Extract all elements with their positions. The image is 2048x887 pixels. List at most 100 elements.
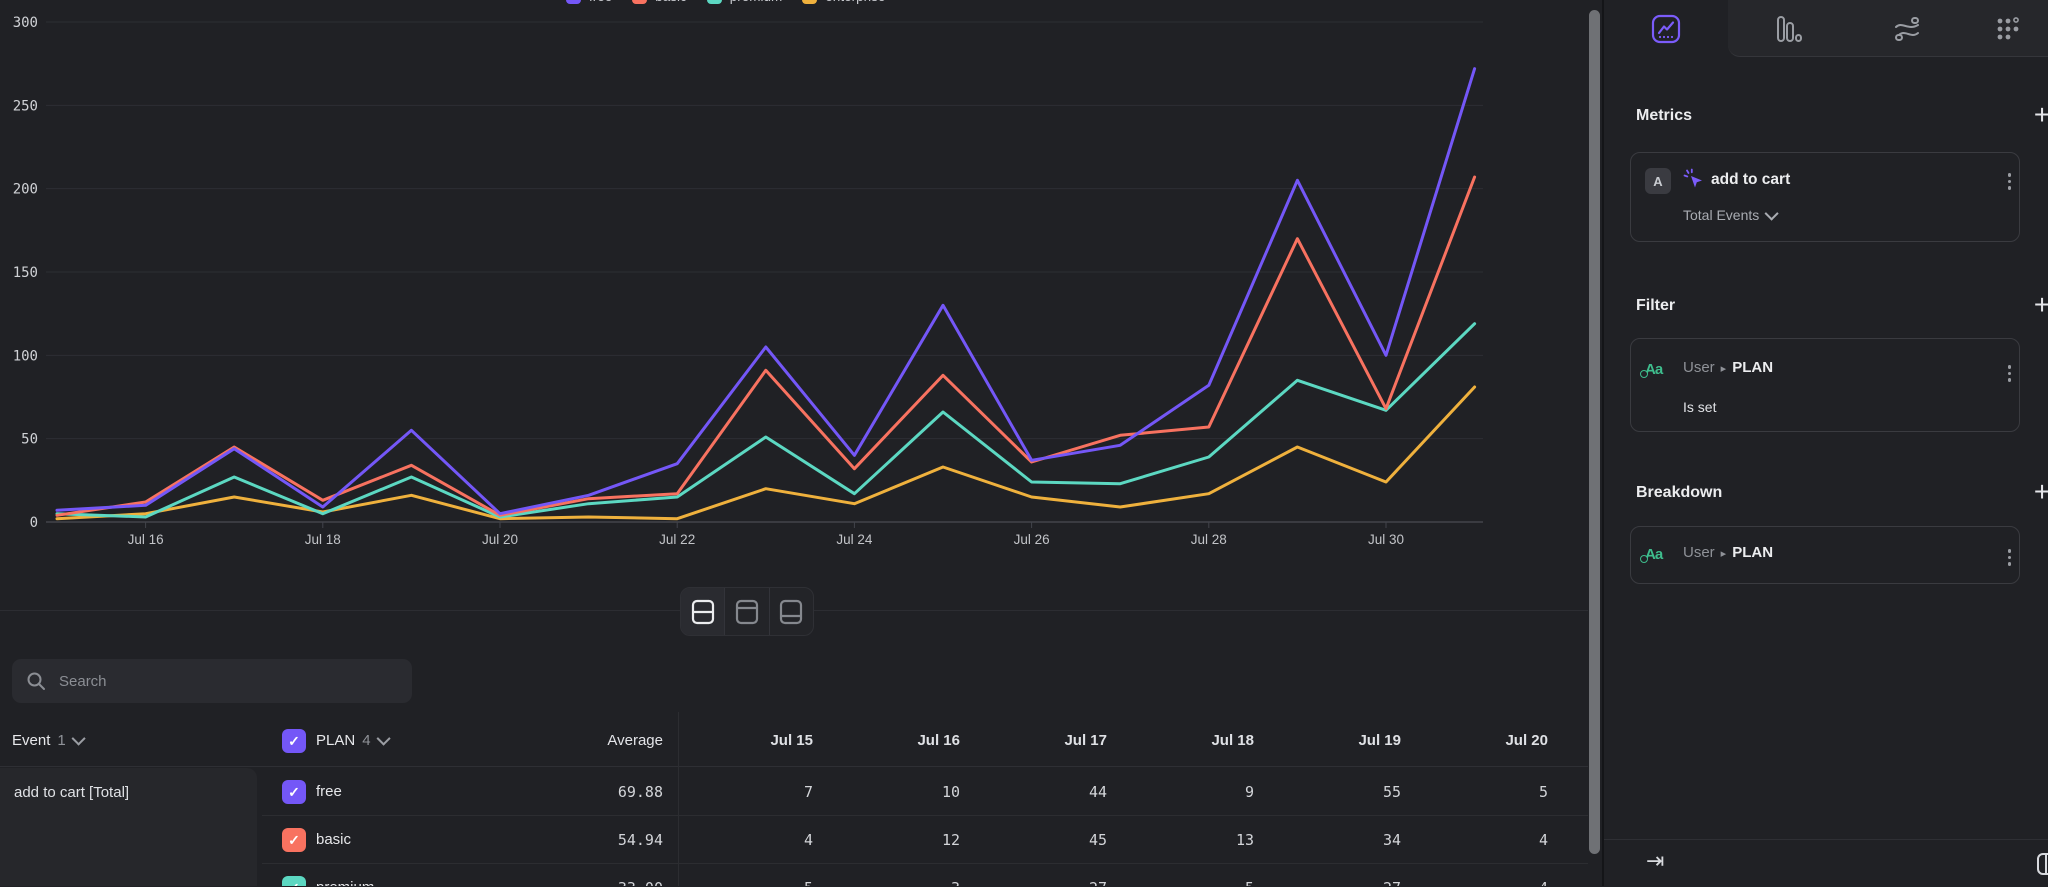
- metric-event-name: add to cart: [1711, 171, 1791, 188]
- tab-stream-chart[interactable]: [1847, 0, 1967, 57]
- stream-chart-icon: [1895, 16, 1919, 41]
- scrollbar-thumb[interactable]: [1589, 10, 1600, 854]
- series-line-enterprise[interactable]: [55, 385, 1477, 521]
- plan-column-header[interactable]: PLAN 4: [316, 731, 391, 750]
- x-axis-label: Jul 30: [1368, 532, 1404, 547]
- value-cell: 4: [1401, 879, 1548, 886]
- value-cell: 9: [1244, 783, 1254, 801]
- click-event-icon: [1683, 168, 1707, 197]
- event-header-label: Event: [12, 732, 51, 749]
- split-view-button[interactable]: [681, 588, 725, 635]
- date-column-header: Jul 17: [1064, 732, 1107, 749]
- value-cell: 4: [1538, 831, 1548, 849]
- tab-line-chart[interactable]: [1604, 0, 1728, 57]
- filter-property: PLAN: [1732, 359, 1774, 376]
- metric-measure-select[interactable]: Total Events: [1683, 206, 1779, 223]
- series-row-label: free: [316, 783, 342, 800]
- legend-item-enterprise[interactable]: enterprise: [802, 0, 885, 4]
- table-column-divider: [678, 712, 679, 886]
- main-content-area: freebasicpremiumenterprise 3002502001501…: [0, 0, 1588, 886]
- legend-swatch: [802, 0, 818, 4]
- breakdown-kebab-menu[interactable]: [2007, 549, 2011, 566]
- sidebar-footer: ⇥: [1604, 839, 2048, 887]
- date-column-header: Jul 19: [1358, 732, 1401, 749]
- search-icon: [26, 671, 46, 691]
- value-cell: 4: [803, 831, 813, 849]
- table-view-button[interactable]: [768, 588, 813, 635]
- legend-item-free[interactable]: free: [566, 0, 612, 4]
- breakdown-card[interactable]: Aa User ▸ PLAN: [1630, 526, 2020, 584]
- value-cell: 34: [1382, 831, 1401, 849]
- series-checkbox-premium[interactable]: ✓: [282, 876, 306, 886]
- breakdown-heading: Breakdown: [1636, 484, 1723, 501]
- event-cell-panel[interactable]: add to cart [Total]: [0, 768, 257, 886]
- add-breakdown-button[interactable]: +: [2033, 476, 2048, 507]
- legend-item-basic[interactable]: basic: [632, 0, 687, 4]
- collapse-sidebar-icon[interactable]: ⇥: [1646, 848, 1665, 873]
- series-line-basic[interactable]: [55, 175, 1477, 517]
- tab-bar-chart[interactable]: [1728, 0, 1847, 57]
- line-chart: 300 250 200 150 100 50 0 Jul 16 Jul 18 Jul 20 Jul …: [13, 15, 1483, 547]
- x-axis-label: Jul 28: [1191, 532, 1227, 547]
- add-filter-button[interactable]: +: [2033, 289, 2048, 320]
- date-column-header: Jul 20: [1505, 732, 1548, 749]
- legend-label: enterprise: [825, 0, 885, 4]
- series-line-premium[interactable]: [55, 322, 1477, 519]
- legend-swatch: [706, 0, 722, 4]
- legend-label: basic: [655, 0, 687, 4]
- series-row-label: premium: [316, 879, 374, 886]
- event-header-count: 1: [57, 732, 66, 749]
- series-line-free[interactable]: [55, 67, 1477, 516]
- metric-card[interactable]: A add to cart Total Events: [1630, 152, 2020, 242]
- search-input[interactable]: [57, 671, 398, 691]
- value-cell: 13: [1235, 831, 1254, 849]
- table-header-divider: [0, 766, 1588, 767]
- series-checkbox-basic[interactable]: ✓: [282, 828, 306, 852]
- filter-condition[interactable]: Is set: [1683, 399, 1717, 415]
- chevron-down-icon: [71, 731, 86, 746]
- value-cell: 10: [941, 783, 960, 801]
- average-value: 69.88: [617, 783, 663, 801]
- value-cell: 5: [1107, 879, 1254, 886]
- y-axis-label: 300: [13, 15, 38, 31]
- filter-heading: Filter: [1636, 297, 1676, 314]
- search-box[interactable]: [12, 659, 412, 703]
- legend-item-premium[interactable]: premium: [706, 0, 783, 4]
- plan-header-checkbox[interactable]: ✓: [282, 729, 306, 753]
- legend-label: premium: [730, 0, 783, 4]
- chart-legend: free basic premium enterprise: [566, 0, 885, 4]
- x-axis-label: Jul 18: [305, 532, 341, 547]
- date-column-header: Jul 18: [1211, 732, 1254, 749]
- filter-card[interactable]: Aa User ▸ PLAN Is set: [1630, 338, 2020, 432]
- filter-kebab-menu[interactable]: [2007, 365, 2011, 382]
- filter-subject: User: [1683, 359, 1715, 376]
- event-cell-label: add to cart [Total]: [14, 784, 130, 801]
- value-cell: 55: [1382, 783, 1401, 801]
- series-row-label: basic: [316, 831, 352, 848]
- x-axis-label: Jul 26: [1014, 532, 1050, 547]
- value-cell: 44: [1088, 783, 1107, 801]
- panel-layout-icon[interactable]: [2036, 851, 2048, 882]
- filter-property-path: User ▸ PLAN: [1683, 359, 1773, 377]
- y-axis-label: 50: [21, 432, 38, 448]
- series-checkbox-free[interactable]: ✓: [282, 780, 306, 804]
- value-cell: 5: [666, 879, 813, 886]
- plan-header-label: PLAN: [316, 732, 356, 749]
- breadcrumb-arrow-icon: ▸: [1720, 363, 1727, 375]
- tab-more-charts[interactable]: [1967, 0, 2048, 57]
- date-column-header: Jul 16: [917, 732, 960, 749]
- metric-kebab-menu[interactable]: [2007, 173, 2011, 190]
- chart-view-button[interactable]: [724, 588, 768, 635]
- event-column-header[interactable]: Event 1: [12, 731, 86, 750]
- table-row: ✓premium33.0053275274: [0, 864, 1588, 886]
- breakdown-property: PLAN: [1732, 544, 1774, 561]
- row-divider: [262, 863, 1588, 864]
- value-cell: 27: [960, 879, 1107, 886]
- plan-header-count: 4: [362, 732, 371, 749]
- add-metric-button[interactable]: +: [2033, 99, 2048, 130]
- view-toggle-group: [680, 587, 814, 636]
- bar-chart-icon: [1776, 15, 1802, 42]
- value-cell: 45: [1088, 831, 1107, 849]
- metric-badge: A: [1645, 168, 1671, 194]
- y-axis-label: 200: [13, 182, 38, 198]
